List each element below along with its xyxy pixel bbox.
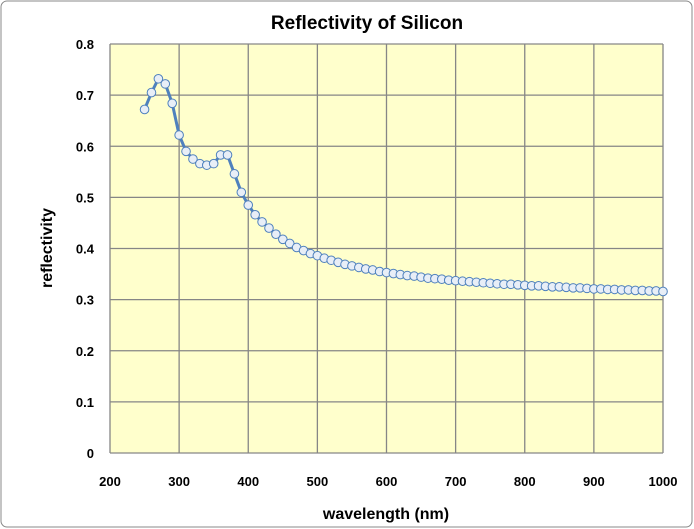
- y-tick-label: 0.4: [76, 242, 95, 257]
- data-point: [160, 79, 171, 89]
- x-tick-label: 700: [445, 474, 467, 489]
- x-tick-label: 1000: [649, 474, 678, 489]
- gridlines: [109, 43, 664, 454]
- y-axis-label: reflectivity: [39, 208, 56, 288]
- data-point: [271, 229, 281, 239]
- x-tick-label: 500: [307, 474, 329, 489]
- data-point: [229, 169, 240, 179]
- data-point: [174, 130, 184, 140]
- y-tick-label: 0.6: [76, 139, 94, 154]
- data-point: [243, 200, 254, 210]
- y-tick-label: 0.7: [76, 88, 94, 103]
- y-tick-label: 0.1: [76, 395, 94, 410]
- y-tick-label: 0.8: [76, 37, 94, 52]
- data-point: [139, 104, 150, 115]
- y-tick-label: 0.3: [76, 293, 94, 308]
- y-tick-label: 0.5: [76, 190, 94, 205]
- data-point: [250, 209, 260, 220]
- data-point: [146, 87, 157, 98]
- data-point: [181, 146, 191, 157]
- chart-title: Reflectivity of Silicon: [271, 13, 463, 34]
- x-tick-label: 200: [99, 474, 121, 489]
- data-point: [658, 286, 668, 297]
- tick-labels: 200 300 400 500 600 700 800 900 1000 0 0.1 0.2 0.3 0.…: [76, 37, 678, 489]
- data-point: [236, 187, 247, 198]
- data-point: [208, 158, 219, 169]
- y-tick-label: 0: [87, 446, 94, 461]
- data-point: [167, 98, 178, 109]
- x-tick-label: 300: [168, 474, 190, 489]
- data-point: [257, 217, 267, 227]
- data-point: [188, 154, 198, 164]
- x-tick-label: 900: [583, 474, 605, 489]
- data-point: [264, 223, 274, 233]
- x-tick-label: 400: [237, 474, 259, 489]
- data-points: [139, 73, 668, 297]
- x-tick-label: 600: [376, 474, 398, 489]
- x-axis-label: wavelength (nm): [322, 506, 449, 523]
- data-point: [153, 73, 164, 84]
- data-point: [222, 150, 233, 160]
- data-point: [278, 234, 288, 245]
- y-tick-label: 0.2: [76, 344, 94, 359]
- x-tick-label: 800: [514, 474, 536, 489]
- data-point: [284, 238, 295, 249]
